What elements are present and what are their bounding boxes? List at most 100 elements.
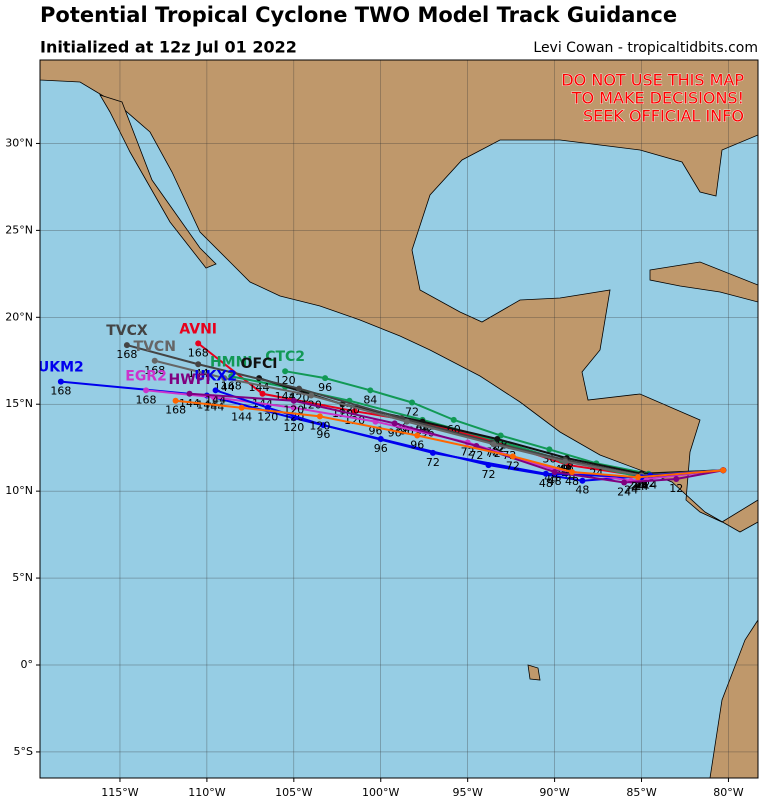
- track-point: [57, 378, 64, 385]
- model-label: HWFI: [169, 372, 211, 388]
- track-point: [320, 422, 327, 429]
- track-point: [195, 361, 202, 368]
- frame: [39, 59, 759, 779]
- track-point: [429, 449, 436, 456]
- hour-label: 72: [461, 445, 475, 458]
- model-label: CTC2: [265, 349, 305, 365]
- hour-label: 120: [257, 411, 278, 424]
- model-label: UKM2: [38, 360, 84, 376]
- y-tick-label: 25°N: [5, 223, 33, 236]
- track-line: [189, 392, 724, 484]
- track-point: [123, 342, 130, 349]
- model-label: OFCI: [241, 356, 278, 372]
- hour-label: 24: [635, 480, 649, 493]
- x-tick-label: 110°W: [188, 786, 225, 799]
- hour-label: 168: [221, 379, 242, 392]
- track-point: [212, 387, 219, 394]
- hour-label: 24: [624, 484, 638, 497]
- track-point: [282, 368, 289, 375]
- y-tick-label: 0°: [21, 658, 34, 671]
- warning-line: TO MAKE DECISIONS!: [571, 89, 744, 108]
- track-point: [290, 397, 297, 404]
- hour-label: 168: [50, 385, 71, 398]
- hour-label: 96: [410, 439, 424, 452]
- track-point: [621, 479, 628, 486]
- hour-label: 48: [548, 475, 562, 488]
- track-point: [351, 408, 358, 415]
- track-line: [154, 359, 724, 477]
- track-point: [151, 357, 158, 364]
- hour-label: 12: [669, 482, 683, 495]
- track-point: [367, 387, 374, 394]
- map-area: 24 48 72 96 120 144 168 AVNI 24 48 72 96 120 144 168 HM…: [38, 60, 758, 778]
- cuba: [649, 261, 758, 303]
- track-line: [145, 389, 724, 482]
- warning-line: SEEK OFFICIAL INFO: [583, 107, 744, 126]
- model-label: HMNI: [210, 354, 253, 370]
- track-line: [175, 399, 724, 479]
- south-america: [709, 619, 758, 778]
- y-tick-label: 30°N: [5, 136, 33, 149]
- x-tick-label: 85°W: [626, 786, 656, 799]
- hour-label: 72: [405, 405, 419, 418]
- track-point: [542, 470, 549, 477]
- track-point: [143, 387, 150, 394]
- x-tick-label: 90°W: [539, 786, 569, 799]
- model-label: TVCN: [134, 339, 176, 355]
- x-tick-label: 80°W: [713, 786, 743, 799]
- hour-label: 48: [575, 484, 589, 497]
- model-label: EGR2: [125, 368, 167, 384]
- track-point: [238, 404, 245, 411]
- track-point: [409, 399, 416, 406]
- title: Potential Tropical Cyclone TWO Model Tra…: [40, 3, 677, 27]
- track-point: [579, 477, 586, 484]
- hour-label: 48: [565, 475, 579, 488]
- track-point: [264, 404, 271, 411]
- hour-label: 96: [374, 442, 388, 455]
- track-point: [259, 390, 266, 397]
- hour-label: 120: [283, 421, 304, 434]
- track-point: [308, 392, 315, 399]
- grid: [40, 60, 758, 778]
- x-tick-label: 95°W: [452, 786, 482, 799]
- track-point: [490, 441, 497, 448]
- hour-label: 96: [316, 428, 330, 441]
- y-tick-label: 20°N: [5, 310, 33, 323]
- track-point: [673, 475, 680, 482]
- track-point: [546, 446, 553, 453]
- track-point: [635, 474, 642, 481]
- track-point: [391, 420, 398, 427]
- warning-line: DO NOT USE THIS MAP: [561, 71, 744, 90]
- hour-label: 168: [116, 348, 137, 361]
- hour-label: 144: [231, 411, 252, 424]
- hour-label: 24: [617, 485, 631, 498]
- axes: 115°W 110°W 105°W 100°W 95°W 90°W 85°W 80°W 5°S 0…: [5, 136, 743, 799]
- track-point: [720, 467, 727, 474]
- track-point: [316, 413, 323, 420]
- hour-label: 144: [179, 397, 200, 410]
- track-point: [186, 390, 193, 397]
- north-america: [40, 60, 758, 533]
- y-tick-label: 10°N: [5, 484, 33, 497]
- track-point: [221, 375, 228, 382]
- hour-label: 72: [482, 468, 496, 481]
- model-label: TVCX: [106, 323, 148, 339]
- track-line: [284, 370, 724, 475]
- track-point: [228, 373, 235, 380]
- y-tick-label: 5°N: [12, 571, 33, 584]
- track-point: [290, 404, 297, 411]
- track-point: [414, 432, 421, 439]
- y-tick-label: 5°S: [14, 745, 33, 758]
- hour-label: 84: [363, 393, 377, 406]
- x-tick-label: 100°W: [362, 786, 399, 799]
- track-point: [509, 453, 516, 460]
- hour-label: 168: [136, 393, 157, 406]
- hour-label: 168: [144, 364, 165, 377]
- galapagos: [527, 664, 541, 681]
- tracks: 24 48 72 96 120 144 168 AVNI 24 48 72 96 120 144 168 HM…: [38, 321, 727, 498]
- model-label: AVNI: [179, 321, 217, 337]
- track-point: [403, 418, 410, 425]
- track-point: [494, 435, 501, 442]
- model-label: UKX2: [194, 368, 237, 384]
